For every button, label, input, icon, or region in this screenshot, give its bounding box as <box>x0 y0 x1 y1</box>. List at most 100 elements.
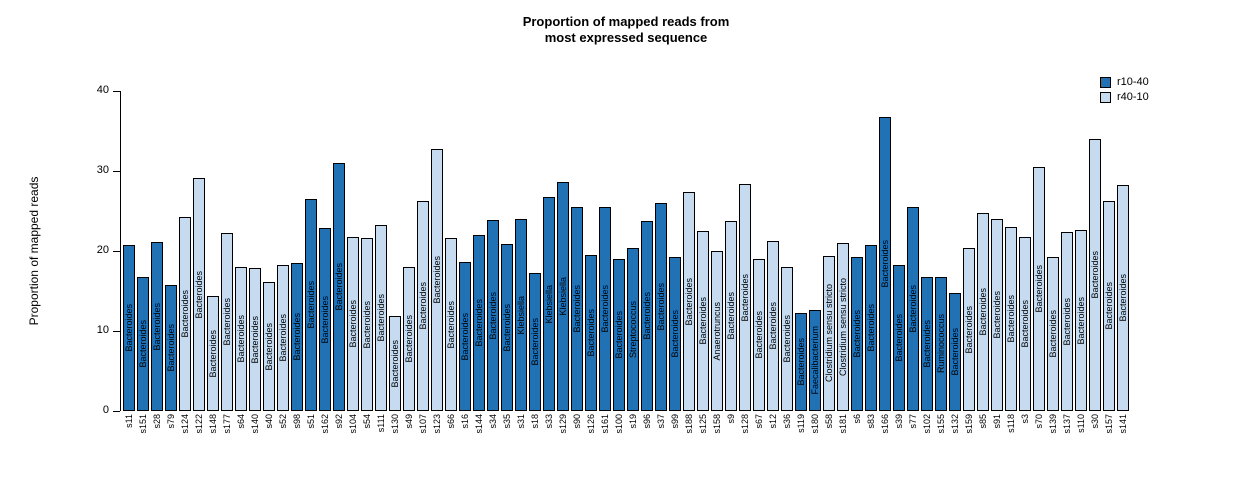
x-tick-cell: s100 <box>613 414 625 434</box>
bar-taxon-label: Bacteroides <box>641 292 652 340</box>
bar-taxon-label: Bacteroides <box>263 322 274 371</box>
y-tick-label: 10 <box>96 324 109 336</box>
x-tick-cell: s11 <box>123 414 135 428</box>
x-tick-label-s98: s98 <box>291 414 302 429</box>
bar-taxon-label: Bacteroides <box>1103 282 1114 330</box>
bar-taxon-label: Bacteroides <box>893 314 904 362</box>
bar-taxon-label: Bacteroides <box>1047 310 1058 358</box>
x-tick-label-s37: s37 <box>655 414 666 429</box>
x-tick-label-s52: s52 <box>277 414 288 429</box>
x-tick-cell: s181 <box>837 414 849 434</box>
y-tick-mark <box>113 90 120 92</box>
bar-taxon-label: Bacteroides <box>1033 265 1044 313</box>
x-tick-cell: s122 <box>193 414 205 434</box>
x-tick-cell: s28 <box>151 414 163 429</box>
x-tick-cell: s12 <box>767 414 779 429</box>
bar-s36: Bacteroides <box>781 267 793 411</box>
x-tick-cell: s128 <box>739 414 751 434</box>
x-tick-label-s148: s148 <box>207 414 218 434</box>
bar-taxon-label: Bacteroides <box>277 314 288 362</box>
bar-s51: Bacteroides <box>305 199 317 411</box>
x-tick-cell: s110 <box>1075 414 1087 433</box>
bar-taxon-label: Bacteroides <box>375 294 386 342</box>
y-tick-label: 40 <box>96 84 109 96</box>
plot-area: 0 10 20 30 40 Bacteroides Bacteroides Bacteroi… <box>97 84 1129 416</box>
x-tick-cell: s107 <box>417 414 429 434</box>
bar-s33: Klebsiella <box>543 197 555 411</box>
bar-s128: Bacteroides <box>739 183 751 411</box>
x-tick-label-s70: s70 <box>1033 414 1044 429</box>
x-tick-label-s181: s181 <box>837 414 848 434</box>
x-tick-label-s130: s130 <box>389 414 400 434</box>
bar-s67: Bacteroides <box>753 259 765 411</box>
bar-s16: Bacteroides <box>459 262 471 411</box>
x-tick-label-s139: s139 <box>1047 414 1058 434</box>
y-axis-title: Proportion of mapped reads <box>27 176 41 326</box>
bar-taxon-label: Bacteroides <box>207 329 218 378</box>
legend-label-r40-10: r40-10 <box>1117 91 1149 103</box>
x-tick-cell: s37 <box>655 414 667 429</box>
x-tick-cell: s161 <box>599 414 611 434</box>
bar-taxon-label: Bacteroides <box>851 310 862 358</box>
bar-s180: Faecalibacterium <box>809 310 821 411</box>
y-axis-line <box>120 91 121 411</box>
bar-taxon-label: Bacteroides <box>1075 296 1086 345</box>
x-tick-cell: s9 <box>725 414 737 424</box>
y-tick-mark <box>113 170 120 172</box>
legend-swatch-light-icon <box>1100 91 1111 103</box>
x-tick-cell: s129 <box>557 414 569 434</box>
bar-s119: Bacteroides <box>795 312 807 411</box>
y-tick-label: 0 <box>102 404 109 416</box>
bar-s159: Bacteroides <box>963 247 975 411</box>
bar-s181: Clostridium sensu stricto <box>837 243 849 411</box>
x-axis-labels: s11 s151 s28 s79 s124 s122 s148 s177 s64 s140 s40 s… <box>121 414 1129 434</box>
bar-taxon-label: Bacteroides <box>655 283 666 331</box>
x-tick-label-s79: s79 <box>165 414 176 429</box>
x-tick-cell: s140 <box>249 414 261 434</box>
bar-s11: Bacteroides <box>123 245 135 411</box>
x-tick-label-s83: s83 <box>865 414 876 429</box>
x-tick-label-s67: s67 <box>753 414 764 429</box>
bar-s91: Bacteroides <box>991 219 1003 411</box>
bar-taxon-label: Clostridium sensu stricto <box>823 284 834 383</box>
x-tick-label-s51: s51 <box>305 414 316 429</box>
x-tick-label-s125: s125 <box>697 414 708 434</box>
bar-s85: Bacteroides <box>977 212 989 411</box>
bar-taxon-label: Bacteroides <box>305 281 316 329</box>
x-tick-cell: s144 <box>473 414 485 434</box>
x-tick-cell: s123 <box>431 414 443 434</box>
x-tick-cell: s96 <box>641 414 653 429</box>
bar-taxon-label: Bacteroides <box>319 295 330 344</box>
x-tick-label-s92: s92 <box>333 414 344 429</box>
bar-taxon-label: Bacteroides <box>389 339 400 388</box>
bar-s19: Streptococcus <box>627 247 639 411</box>
x-tick-label-s180: s180 <box>809 414 820 434</box>
x-tick-label-s144: s144 <box>473 414 484 434</box>
bar-s49: Bacteroides <box>403 267 415 411</box>
bar-s123: Bacteroides <box>431 148 443 411</box>
x-tick-label-s161: s161 <box>599 414 610 434</box>
bar-s54: Bacteroides <box>361 238 373 411</box>
bar-s37: Bacteroides <box>655 203 667 411</box>
bar-taxon-label: Bacteroides <box>529 318 540 366</box>
x-tick-cell: s16 <box>459 414 471 429</box>
bar-taxon-label: Klebsiella <box>557 277 568 316</box>
x-tick-cell: s151 <box>137 414 149 434</box>
bar-taxon-label: Bacteroides <box>1005 295 1016 343</box>
bar-s124: Bacteroides <box>179 217 191 411</box>
bar-s155: Ruminococcus <box>935 276 947 411</box>
x-tick-cell: s33 <box>543 414 555 429</box>
bar-taxon-label: Bacteroides <box>501 303 512 352</box>
bar-taxon-label: Bacteroides <box>1019 300 1030 348</box>
x-tick-cell: s141 <box>1117 414 1129 434</box>
x-tick-label-s28: s28 <box>151 414 162 429</box>
legend-item-r10-40: r10-40 <box>1100 76 1149 88</box>
bar-s102: Bacteroides <box>921 276 933 411</box>
x-tick-label-s110: s110 <box>1075 414 1086 433</box>
bar-taxon-label: Bacteroides <box>977 288 988 336</box>
bar-taxon-label: Bacteroides <box>179 290 190 338</box>
bar-s132: Bacteroides <box>949 292 961 411</box>
bar-taxon-label: Bacteroides <box>949 328 960 376</box>
x-tick-cell: s124 <box>179 414 191 434</box>
bar-s18: Bacteroides <box>529 272 541 411</box>
